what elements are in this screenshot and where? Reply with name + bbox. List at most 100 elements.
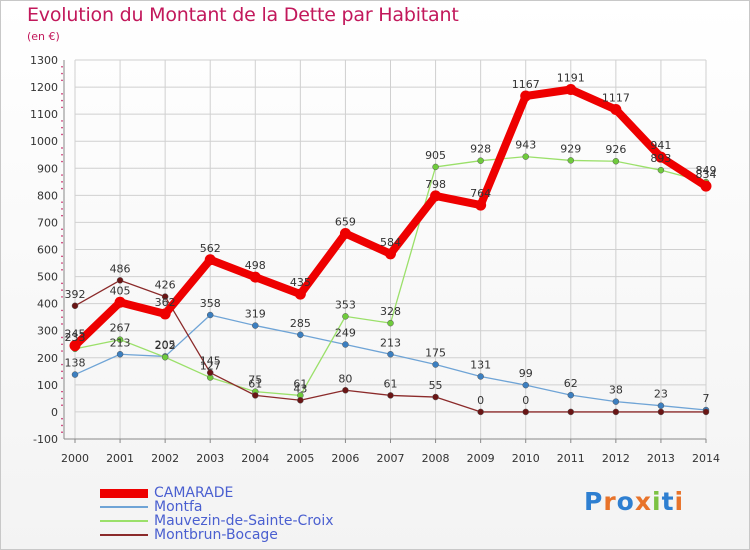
y-minor-tick [61, 282, 63, 285]
legend-swatch [100, 534, 148, 536]
legend-swatch [100, 506, 148, 508]
data-label: 353 [335, 298, 356, 311]
y-minor-tick [61, 214, 63, 217]
legend-item: Mauvezin-de-Sainte-Croix [100, 514, 334, 528]
y-minor-tick [61, 316, 63, 318]
x-tick-label: 2009 [467, 452, 495, 465]
logo-letter: P [584, 487, 604, 516]
data-label: 928 [470, 143, 491, 156]
data-point [385, 248, 396, 260]
data-label: 245 [65, 328, 86, 341]
data-label: 358 [200, 297, 221, 310]
data-point [477, 373, 484, 380]
data-point [206, 311, 214, 319]
data-point [297, 331, 304, 339]
y-minor-tick [61, 228, 63, 230]
axes: -100010020030040050060070080090010001100… [30, 54, 720, 465]
data-label: 43 [293, 382, 307, 395]
data-label: 233 [65, 331, 86, 344]
logo-letter: i [652, 487, 662, 516]
data-label: 659 [335, 216, 356, 229]
y-minor-tick [61, 323, 63, 325]
y-minor-tick [61, 153, 63, 156]
data-point [432, 163, 439, 171]
data-label: 929 [560, 142, 581, 155]
data-point [565, 84, 577, 96]
data-label: 249 [335, 327, 356, 340]
y-tick-label: 400 [37, 298, 58, 311]
y-minor-tick [61, 431, 63, 434]
legend-label: Mauvezin-de-Sainte-Croix [154, 513, 334, 529]
data-point [206, 369, 214, 376]
data-point [339, 228, 351, 240]
y-minor-tick [61, 93, 63, 95]
y-minor-tick [61, 350, 63, 352]
data-point [432, 361, 439, 368]
legend-label: Montbrun-Bocage [154, 527, 278, 543]
data-point [657, 408, 665, 416]
y-tick-label: 800 [37, 189, 58, 202]
x-tick-label: 2003 [196, 452, 224, 465]
x-tick-label: 2013 [647, 452, 675, 465]
x-tick-label: 2000 [61, 452, 89, 465]
logo-letter: x [634, 487, 652, 516]
y-tick-label: 0 [51, 406, 58, 419]
data-point [657, 166, 665, 174]
data-point [655, 151, 667, 163]
data-label: 426 [155, 279, 176, 292]
data-label: 213 [110, 336, 131, 349]
y-minor-tick [61, 201, 63, 203]
data-point [71, 302, 79, 310]
legend-item: Montbrun-Bocage [100, 528, 334, 542]
data-point [161, 293, 169, 300]
data-point [116, 277, 124, 284]
y-tick-label: 200 [37, 352, 58, 365]
data-label: 362 [155, 296, 176, 309]
y-tick-label: 700 [37, 216, 58, 229]
legend-item: Montfa [100, 500, 334, 514]
series-layer [69, 84, 712, 416]
y-minor-tick [61, 99, 63, 102]
y-minor-tick [61, 363, 63, 366]
logo-letter: o [616, 487, 635, 516]
y-minor-tick [61, 133, 63, 136]
data-label: 834 [696, 168, 717, 181]
data-label: 75 [248, 374, 262, 387]
y-minor-tick [61, 241, 63, 244]
data-label: 127 [200, 360, 221, 373]
y-minor-tick [61, 336, 63, 339]
data-label: 905 [425, 149, 446, 162]
data-point [430, 190, 442, 202]
data-label: 328 [380, 305, 401, 318]
data-point [522, 381, 529, 389]
data-label: 392 [65, 288, 86, 301]
data-point [161, 353, 169, 361]
y-minor-tick [61, 160, 63, 163]
data-point [477, 157, 484, 164]
data-point [702, 408, 710, 416]
y-minor-tick [61, 187, 63, 190]
y-tick-label: 300 [37, 325, 58, 338]
y-tick-label: 500 [37, 271, 58, 284]
series-montbrun-bocage [71, 277, 710, 416]
y-minor-tick [61, 424, 63, 427]
chart-title: Evolution du Montant de la Dette par Hab… [27, 4, 459, 26]
grid [74, 59, 707, 440]
data-label: 7 [703, 392, 710, 405]
y-tick-label: 100 [37, 379, 58, 392]
data-point [477, 408, 484, 416]
data-label: 38 [609, 384, 623, 397]
y-minor-tick [61, 343, 63, 346]
y-minor-tick [61, 269, 63, 271]
y-minor-tick [61, 262, 63, 264]
data-point [612, 408, 620, 416]
legend-swatch [100, 488, 148, 498]
data-point [567, 391, 575, 399]
data-labels: 245 405 362 562 498 435 659 584 798 764 1167 1191 11… [65, 72, 717, 407]
data-point [252, 392, 259, 399]
y-minor-tick [61, 174, 63, 176]
x-tick-label: 2010 [512, 452, 540, 465]
y-minor-tick [61, 208, 63, 210]
data-point [567, 408, 575, 416]
